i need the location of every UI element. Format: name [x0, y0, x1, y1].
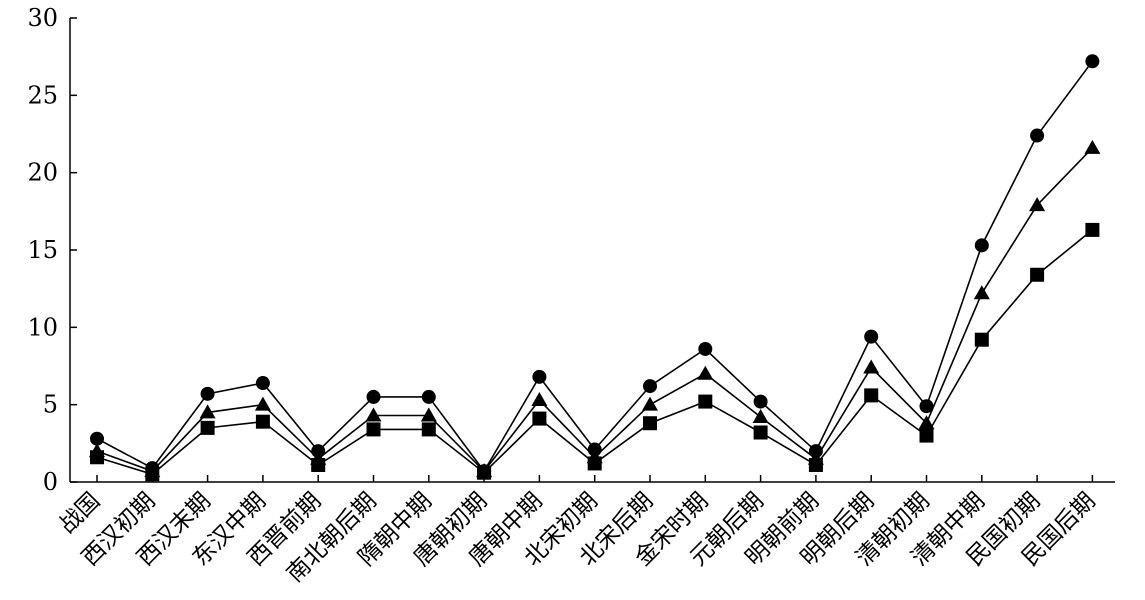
triangle-point [642, 396, 658, 411]
square-point [255, 414, 270, 429]
triangle-point [420, 407, 437, 422]
square-point [919, 428, 934, 443]
series-line [96, 60, 1094, 473]
circle-point [421, 389, 436, 404]
x-axis-ticks: 战国西汉初期西汉末期东汉中期西晋前期南北朝后期隋朝中期唐朝初期唐朝中期北宋初期北… [54, 475, 1101, 588]
triangle-point [199, 404, 216, 419]
y-tick-label: 30 [27, 4, 58, 32]
y-tick-label: 5 [43, 391, 58, 419]
square-point [1030, 267, 1045, 282]
circle-point [698, 341, 713, 356]
circle-point [643, 379, 657, 394]
square-point [477, 465, 492, 480]
triangle-point [1029, 197, 1046, 212]
circle-point [753, 394, 768, 409]
square-point [974, 332, 989, 347]
y-tick-label: 25 [27, 81, 58, 109]
series-triangle [89, 139, 1101, 478]
chart-axes [69, 18, 1115, 483]
square-point [145, 467, 160, 482]
triangle-point [1084, 139, 1101, 154]
circle-point [1085, 54, 1100, 69]
circle-point [974, 238, 989, 253]
triangle-point [254, 396, 271, 411]
triangle-point [697, 365, 714, 380]
triangle-point [918, 415, 935, 430]
y-tick-label: 0 [43, 468, 58, 496]
square-point [200, 420, 215, 435]
square-point [1085, 222, 1100, 237]
y-tick-label: 15 [27, 236, 58, 264]
square-point [643, 416, 657, 431]
series-square [90, 222, 1100, 482]
square-point [421, 422, 436, 437]
circle-point [90, 431, 104, 446]
triangle-point [863, 359, 880, 374]
chart-series [89, 54, 1101, 482]
circle-point [1030, 128, 1045, 143]
square-point [532, 411, 547, 426]
y-tick-label: 20 [27, 159, 58, 187]
series-line [96, 147, 1093, 473]
square-point [90, 450, 104, 465]
square-point [753, 425, 768, 440]
triangle-point [531, 392, 548, 407]
square-point [808, 457, 823, 472]
square-point [864, 388, 879, 403]
series-line [96, 229, 1093, 476]
circle-point [864, 329, 879, 344]
square-point [366, 422, 381, 437]
circle-point [255, 376, 270, 391]
circle-point [919, 399, 934, 414]
triangle-point [365, 407, 382, 422]
square-point [698, 394, 713, 409]
square-point [311, 457, 326, 472]
series-circle [90, 54, 1100, 479]
y-tick-label: 10 [27, 313, 58, 341]
circle-point [532, 369, 547, 384]
y-axis-ticks: 0 5 10 15 20 25 30 [27, 4, 77, 496]
triangle-point [752, 409, 769, 424]
circle-point [200, 386, 215, 401]
circle-point [366, 389, 381, 404]
square-point [587, 456, 602, 471]
triangle-point [973, 285, 990, 300]
